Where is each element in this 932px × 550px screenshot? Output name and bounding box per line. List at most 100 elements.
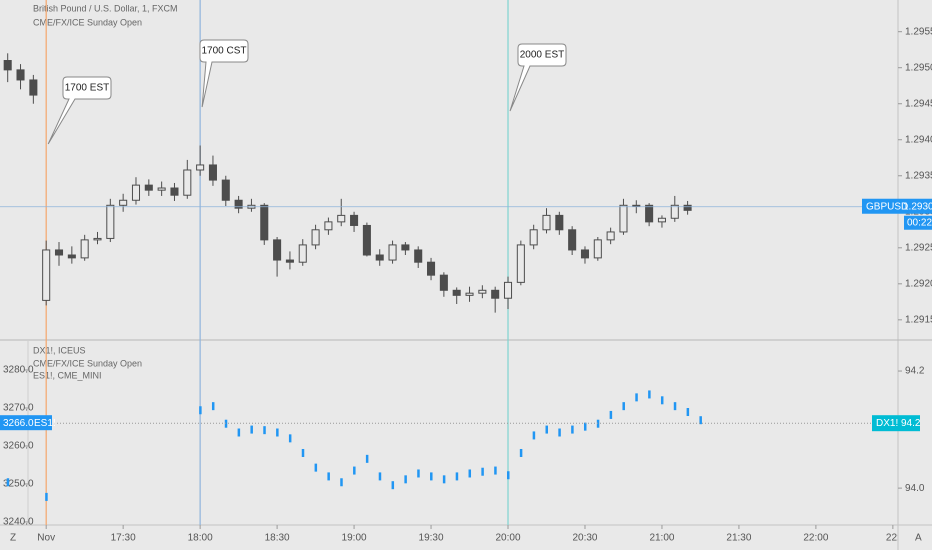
candle-body	[29, 79, 38, 96]
dx-last-tag	[872, 415, 920, 432]
candle-body	[131, 184, 141, 201]
dx-bar	[532, 431, 536, 440]
candle-body	[645, 204, 654, 223]
y-tick-label: 1.29550	[905, 26, 932, 37]
dx-symbol: DX1!	[876, 418, 898, 429]
y2-tick-label: 3280.0	[3, 365, 34, 376]
candle-body	[54, 249, 64, 256]
es-last-label: 3266.0	[3, 418, 34, 429]
candle-body	[503, 281, 513, 299]
candle-body	[427, 261, 436, 276]
candle-body	[657, 217, 666, 223]
dx-bar	[558, 428, 561, 437]
y-tick-label: 1.29450	[905, 98, 932, 109]
dx-bar	[327, 472, 330, 481]
dx-bar	[571, 425, 574, 434]
es-last-tag	[0, 415, 52, 431]
dx-bar	[609, 410, 613, 419]
dx-bar	[404, 475, 407, 484]
candle-body	[362, 224, 371, 256]
candle-body	[491, 289, 500, 299]
candle-body	[350, 214, 359, 226]
lower-title: DX1!, ICEUS	[33, 345, 86, 355]
x-tick-label: 17:30	[111, 533, 136, 544]
candle-body	[106, 204, 115, 239]
dx-bar	[468, 469, 472, 478]
candle-body	[555, 214, 564, 231]
x-tick-label: 21:00	[649, 533, 674, 544]
x-tick-label: 22:00	[803, 533, 828, 544]
candle-body	[208, 164, 217, 181]
dx-bar	[519, 448, 523, 457]
main-title: British Pound / U.S. Dollar, 1, FXCM	[33, 3, 178, 13]
y-tick-label: 1.29250	[905, 242, 932, 253]
candle-body	[337, 214, 346, 223]
dx-bar	[622, 402, 625, 411]
callout-label: 1700 EST	[65, 83, 109, 94]
dx-bar	[699, 416, 702, 425]
lower-subtitle: CME/FX/ICE Sunday Open	[33, 358, 142, 368]
dx-bar	[353, 466, 356, 475]
y-tick-label: 1.29150	[905, 314, 932, 325]
candle-body	[439, 274, 448, 291]
callout-box	[509, 43, 567, 112]
candle-body	[401, 244, 410, 251]
x-tick-label: 22:	[886, 533, 900, 544]
candle-body	[144, 184, 153, 191]
candle-body	[516, 244, 525, 283]
dx-bar	[494, 466, 497, 475]
dx-bar	[583, 422, 587, 431]
candle-body	[285, 259, 294, 263]
candle-body	[42, 249, 51, 301]
corner-left[interactable]: Z	[10, 533, 16, 544]
y2-tick-label: 3240.0	[3, 517, 34, 528]
dx-bar	[455, 472, 459, 481]
candle-body	[196, 164, 205, 171]
dx-bar	[263, 426, 266, 435]
candle-body	[183, 169, 192, 196]
y-tick-label: 94.2	[905, 366, 925, 377]
candle-body	[119, 199, 128, 206]
candle-body	[298, 244, 307, 263]
dx-bar	[660, 396, 664, 405]
x-tick-label: 19:00	[342, 533, 367, 544]
dx-bar	[314, 463, 318, 472]
y2-tick-label: 3270.0	[3, 403, 34, 414]
main-subtitle: CME/FX/ICE Sunday Open	[33, 17, 142, 27]
y-tick-label: 1.29500	[905, 62, 932, 73]
y-tick-label: 1.29200	[905, 278, 932, 289]
candle-body	[593, 239, 602, 259]
candle-body	[221, 179, 230, 201]
dx-bar	[596, 419, 600, 428]
y-tick-label: 1.29350	[905, 170, 932, 181]
candle-body	[388, 244, 397, 261]
dx-bar	[211, 402, 215, 411]
y-tick-label: 94.0	[905, 483, 925, 494]
candle-body	[80, 239, 89, 259]
candle-body	[568, 229, 577, 251]
time-axis: Nov 17:30 18:00 18:30 19:00 19:30 20:00 20:30 21…	[37, 525, 900, 544]
x-tick-label: Nov	[37, 533, 55, 544]
candle-body	[311, 229, 320, 246]
dx-bar	[288, 434, 292, 443]
countdown-tag	[904, 215, 932, 230]
dx-bar	[686, 408, 690, 417]
dx-bar	[481, 467, 484, 476]
dx-bar	[507, 471, 510, 480]
dx-bar	[442, 475, 446, 484]
dx-bar	[635, 393, 638, 402]
x-tick-label: 19:30	[419, 533, 444, 544]
candle-body	[414, 249, 423, 263]
corner-right[interactable]: A	[915, 533, 922, 544]
y2-tick-label: 3250.0	[3, 479, 34, 490]
x-tick-label: 18:00	[188, 533, 213, 544]
candle-body	[16, 69, 25, 81]
callout-label: 1700 CST	[201, 46, 246, 57]
candle-body	[234, 199, 243, 209]
dx-bar	[199, 406, 202, 415]
x-tick-label: 20:00	[495, 533, 520, 544]
dx-bar	[301, 448, 305, 457]
dx-bar	[237, 428, 241, 437]
